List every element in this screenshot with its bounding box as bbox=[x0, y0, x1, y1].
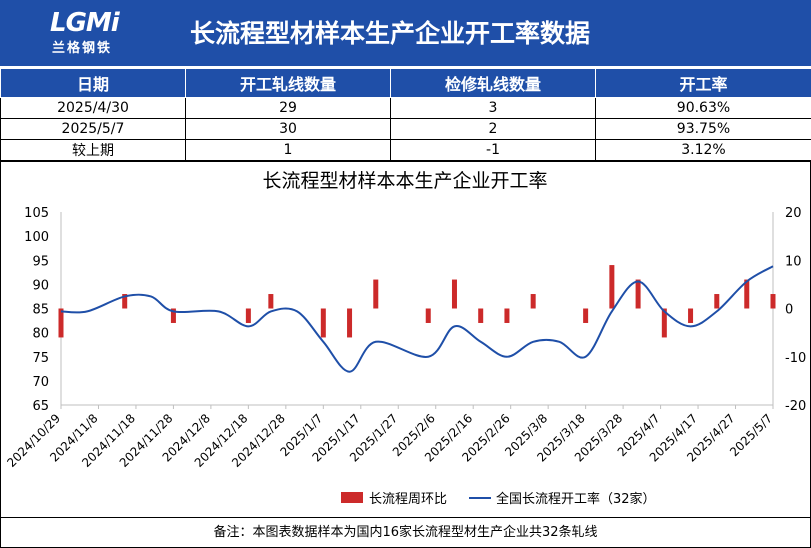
bar-weekly-change bbox=[170, 308, 176, 323]
right-tick-label: 10 bbox=[785, 254, 802, 269]
right-tick-label: 20 bbox=[785, 206, 802, 221]
table-cell: 2025/5/7 bbox=[0, 118, 186, 140]
bar-weekly-change bbox=[688, 308, 694, 323]
table-header-row: 日期 开工轧线数量 检修轧线数量 开工率 bbox=[0, 68, 811, 98]
bar-weekly-change bbox=[451, 279, 457, 309]
bar-weekly-change bbox=[609, 265, 615, 309]
bar-weekly-change bbox=[744, 279, 750, 309]
logo-subtitle: 兰格钢铁 bbox=[52, 41, 113, 56]
table-cell: -1 bbox=[390, 139, 596, 161]
lgmi-logo: LGMi 兰格钢铁 bbox=[46, 8, 128, 60]
column-header-operating-rate: 开工率 bbox=[595, 68, 811, 98]
table-cell: 1 bbox=[185, 139, 391, 161]
table-cell: 2025/4/30 bbox=[0, 97, 186, 119]
table-row: 2025/4/30 29 3 90.63% bbox=[0, 97, 811, 119]
right-tick-label: -10 bbox=[785, 351, 806, 366]
bar-weekly-change bbox=[530, 294, 536, 309]
left-tick-label: 75 bbox=[32, 351, 49, 366]
left-tick-label: 105 bbox=[24, 206, 49, 221]
bar-weekly-change bbox=[268, 294, 274, 309]
bar-weekly-change bbox=[635, 279, 641, 309]
bar-weekly-change bbox=[320, 308, 326, 338]
right-tick-label: 0 bbox=[785, 303, 793, 318]
operating-rate-chart: 长流程型材样本本生产企业开工率 65707580859095100105-20-… bbox=[4, 170, 806, 507]
left-tick-label: 80 bbox=[32, 327, 49, 342]
left-tick-label: 100 bbox=[24, 230, 49, 245]
table-row: 较上期 1 -1 3.12% bbox=[0, 139, 811, 161]
chart-legend: 长流程周环比 全国长流程开工率（32家） bbox=[341, 491, 656, 507]
legend-bar-label: 长流程周环比 bbox=[369, 492, 447, 507]
bar-weekly-change bbox=[373, 279, 379, 309]
left-tick-label: 95 bbox=[32, 254, 49, 269]
table-cell: 90.63% bbox=[595, 97, 811, 119]
table-cell: 93.75% bbox=[595, 118, 811, 140]
right-tick-label: -20 bbox=[785, 399, 806, 414]
chart-panel: 长流程型材样本本生产企业开工率 65 70 75 80 85 90 95 100 105 -20-… bbox=[0, 161, 811, 518]
bar-weekly-change bbox=[58, 308, 64, 338]
column-header-running-lines: 开工轧线数量 bbox=[185, 68, 391, 98]
table-cell: 3 bbox=[390, 97, 596, 119]
table-cell: 30 bbox=[185, 118, 391, 140]
bar-weekly-change bbox=[425, 308, 431, 323]
bar-weekly-change bbox=[504, 308, 510, 323]
table-cell: 3.12% bbox=[595, 139, 811, 161]
table-cell: 29 bbox=[185, 97, 391, 119]
left-tick-label: 65 bbox=[32, 399, 49, 414]
table-row: 2025/5/7 30 2 93.75% bbox=[0, 118, 811, 140]
column-header-maintenance-lines: 检修轧线数量 bbox=[390, 68, 596, 98]
left-tick-label: 70 bbox=[32, 375, 49, 390]
legend-line-label: 全国长流程开工率（32家） bbox=[496, 491, 656, 507]
summary-table: 日期 开工轧线数量 检修轧线数量 开工率 2025/4/30 29 3 90.6… bbox=[0, 68, 811, 161]
legend-bar-swatch bbox=[341, 492, 363, 503]
bar-weekly-change bbox=[770, 294, 776, 309]
bar-weekly-change bbox=[583, 308, 589, 323]
bar-weekly-change bbox=[245, 308, 251, 323]
bar-weekly-change bbox=[347, 308, 353, 338]
left-tick-label: 90 bbox=[32, 278, 49, 293]
left-tick-label: 85 bbox=[32, 303, 49, 318]
bar-weekly-change bbox=[714, 294, 720, 309]
header-banner: LGMi 兰格钢铁 长流程型材样本生产企业开工率数据 bbox=[0, 0, 811, 68]
table-cell: 2 bbox=[390, 118, 596, 140]
bar-weekly-change bbox=[661, 308, 667, 338]
column-header-date: 日期 bbox=[0, 68, 186, 98]
bar-weekly-change bbox=[478, 308, 484, 323]
chart-title: 长流程型材样本本生产企业开工率 bbox=[262, 170, 547, 192]
bar-weekly-change bbox=[122, 294, 128, 309]
logo-mark: LGMi bbox=[50, 8, 120, 38]
table-cell: 较上期 bbox=[0, 139, 186, 161]
operating-rate-line bbox=[60, 265, 774, 373]
footer-note: 备注：本图表数据样本为国内16家长流程型材生产企业共32条轧线 bbox=[0, 517, 811, 548]
page-title: 长流程型材样本生产企业开工率数据 bbox=[190, 19, 591, 48]
